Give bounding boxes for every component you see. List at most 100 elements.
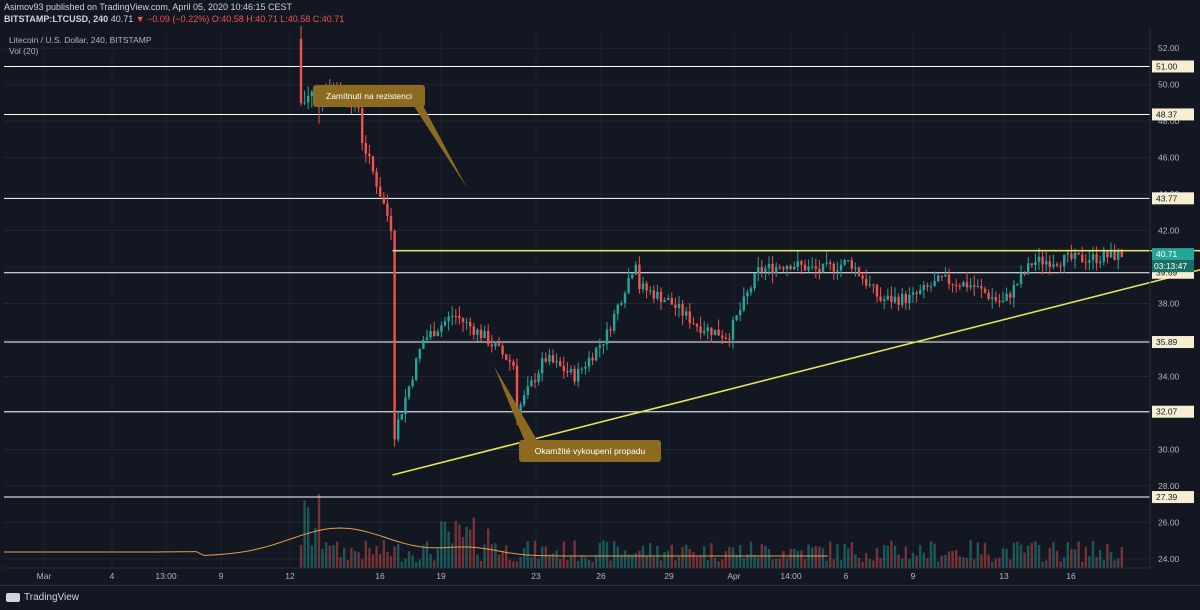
volume-bar bbox=[480, 561, 482, 568]
tradingview-logo[interactable]: TradingView bbox=[6, 592, 79, 603]
volume-bar bbox=[1031, 543, 1033, 568]
volume-bar bbox=[512, 561, 514, 568]
candle-body bbox=[984, 289, 986, 293]
candle-body bbox=[537, 373, 539, 382]
candle-body bbox=[807, 266, 809, 270]
volume-bar bbox=[455, 521, 457, 568]
price-tick-label: 34.00 bbox=[1158, 372, 1180, 382]
candle-body bbox=[1070, 253, 1072, 258]
candle-body bbox=[656, 292, 658, 299]
candle-body bbox=[599, 345, 601, 347]
time-tick-label: 14:00 bbox=[780, 571, 802, 581]
volume-bar bbox=[447, 531, 449, 568]
volume-bar bbox=[725, 551, 727, 568]
volume-bar bbox=[833, 559, 835, 568]
volume-bar bbox=[314, 528, 316, 568]
volume-bar bbox=[854, 554, 856, 568]
volume-bar bbox=[1088, 556, 1090, 568]
volume-bar bbox=[379, 554, 381, 568]
volume-bar bbox=[811, 548, 813, 568]
volume-bar bbox=[476, 554, 478, 568]
price-tick-label: 26.00 bbox=[1158, 517, 1180, 527]
volume-bar bbox=[498, 555, 500, 568]
volume-bar bbox=[789, 549, 791, 568]
volume-bar bbox=[642, 546, 644, 568]
candle-body bbox=[1081, 254, 1083, 261]
candle-body bbox=[642, 283, 644, 289]
candle-body bbox=[703, 331, 705, 333]
candle-body bbox=[534, 380, 536, 382]
volume-bar bbox=[1016, 542, 1018, 568]
volume-bar bbox=[624, 550, 626, 568]
candle-body bbox=[444, 321, 446, 325]
volume-bar bbox=[1023, 553, 1025, 568]
callout-label: Okamžité vykoupení propadu bbox=[535, 446, 646, 456]
volume-bar bbox=[707, 560, 709, 568]
candle-body bbox=[1052, 264, 1054, 267]
volume-bar bbox=[656, 546, 658, 568]
candle-body bbox=[1049, 261, 1051, 267]
volume-bar bbox=[419, 560, 421, 568]
volume-bar bbox=[393, 547, 395, 568]
candle-body bbox=[663, 300, 665, 302]
volume-bar bbox=[300, 545, 302, 568]
volume-bar bbox=[469, 530, 471, 568]
candle-body bbox=[872, 284, 874, 285]
time-tick-label: 26 bbox=[596, 571, 606, 581]
volume-bar bbox=[411, 555, 413, 568]
candle-body bbox=[919, 290, 921, 294]
volume-bar bbox=[354, 551, 356, 568]
candle-body bbox=[527, 386, 529, 395]
volume-bar bbox=[980, 554, 982, 568]
candle-body bbox=[987, 293, 989, 299]
time-tick-label: 4 bbox=[110, 571, 115, 581]
volume-bar bbox=[937, 562, 939, 568]
candle-body bbox=[825, 263, 827, 264]
volume-bar bbox=[595, 555, 597, 568]
volume-bar bbox=[739, 545, 741, 568]
candle-body bbox=[818, 269, 820, 272]
volume-bar bbox=[1110, 552, 1112, 568]
candle-body bbox=[851, 260, 853, 269]
candle-body bbox=[1031, 263, 1033, 265]
volume-bar bbox=[919, 545, 921, 568]
volume-bar bbox=[717, 561, 719, 568]
volume-bar bbox=[1113, 561, 1115, 568]
volume-bar bbox=[818, 546, 820, 568]
candle-body bbox=[696, 324, 698, 327]
volume-bar bbox=[602, 540, 604, 568]
time-tick-label: 29 bbox=[664, 571, 674, 581]
candle-body bbox=[840, 265, 842, 271]
candle-body bbox=[1034, 262, 1036, 265]
volume-bar bbox=[433, 560, 435, 568]
volume-bar bbox=[1013, 543, 1015, 568]
volume-bar bbox=[588, 560, 590, 568]
candle-body bbox=[991, 297, 993, 299]
volume-bar bbox=[620, 555, 622, 568]
volume-bar bbox=[750, 542, 752, 568]
candle-body bbox=[1121, 251, 1123, 257]
volume-bar bbox=[728, 547, 730, 568]
volume-bar bbox=[577, 561, 579, 568]
candle-body bbox=[559, 361, 561, 366]
volume-bar bbox=[667, 551, 669, 568]
candle-body bbox=[804, 265, 806, 271]
volume-bar bbox=[714, 558, 716, 568]
time-tick-label: Apr bbox=[727, 571, 740, 581]
brand-label: TradingView bbox=[24, 592, 79, 603]
volume-bar bbox=[375, 546, 377, 568]
volume-bar bbox=[361, 559, 363, 568]
volume-bar bbox=[1070, 549, 1072, 568]
volume-bar bbox=[404, 559, 406, 568]
candle-body bbox=[1016, 284, 1018, 285]
volume-bar bbox=[775, 559, 777, 568]
volume-bar bbox=[689, 549, 691, 568]
candle-body bbox=[1088, 260, 1090, 263]
candle-body bbox=[948, 275, 950, 284]
candle-body bbox=[977, 286, 979, 287]
candle-body bbox=[1110, 251, 1112, 258]
candle-body bbox=[433, 331, 435, 336]
candle-body bbox=[858, 268, 860, 276]
volume-bar bbox=[1106, 544, 1108, 568]
